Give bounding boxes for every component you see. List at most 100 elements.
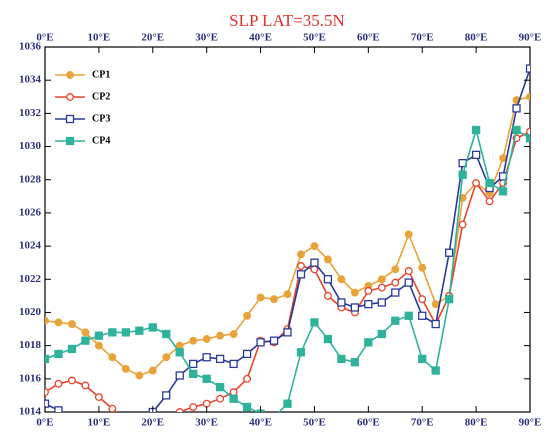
marker [189, 336, 198, 345]
marker [54, 349, 63, 359]
marker [350, 303, 360, 312]
x-tick-label: 40°E [249, 417, 272, 429]
y-tick-label: 1036 [19, 41, 42, 53]
marker [458, 220, 467, 229]
x-tick-label: 0°E [36, 32, 53, 44]
marker [297, 250, 305, 259]
legend-marker [66, 93, 74, 101]
marker [121, 364, 130, 373]
marker [229, 394, 238, 403]
marker [216, 331, 225, 340]
marker [323, 291, 332, 300]
series-line [45, 130, 530, 412]
legend-marker [66, 71, 74, 79]
marker [243, 374, 252, 383]
marker [445, 248, 454, 257]
marker [418, 311, 427, 320]
marker [283, 328, 292, 337]
legend-label: CP1 [92, 69, 110, 80]
marker [202, 353, 211, 362]
legend-label: CP4 [92, 135, 110, 146]
y-tick-label: 1030 [19, 140, 42, 152]
marker [149, 429, 156, 432]
legend-marker [65, 136, 75, 146]
marker [431, 366, 440, 375]
marker [68, 415, 75, 422]
marker [391, 288, 400, 297]
chart-title: SLP LAT=35.5N [229, 11, 345, 30]
x-tick-label: 30°E [195, 32, 218, 44]
marker [108, 404, 117, 412]
marker [54, 406, 63, 412]
marker [337, 275, 346, 284]
marker [121, 328, 130, 337]
y-tick-label: 1024 [19, 240, 42, 252]
marker [81, 328, 90, 337]
marker [337, 354, 346, 364]
marker [229, 359, 238, 369]
marker [350, 288, 359, 297]
y-tick-label: 1026 [19, 206, 42, 218]
marker [215, 354, 225, 364]
marker [525, 134, 530, 143]
marker [296, 348, 306, 357]
marker [296, 270, 306, 279]
marker [404, 230, 413, 239]
marker [215, 382, 225, 392]
marker [431, 300, 440, 309]
marker [216, 394, 225, 403]
marker [269, 336, 279, 345]
marker [162, 353, 171, 362]
marker [243, 311, 252, 320]
marker [67, 376, 76, 385]
marker [404, 311, 413, 320]
marker [445, 295, 454, 304]
legend-label: CP2 [92, 91, 110, 102]
marker [377, 329, 386, 339]
y-tick-label: 1022 [19, 273, 42, 285]
x-tick-label: 60°E [357, 32, 380, 44]
y-tick-label: 1014 [19, 406, 42, 418]
x-tick-label: 70°E [411, 417, 434, 429]
marker [471, 125, 481, 135]
marker [323, 275, 333, 284]
x-tick-label: 30°E [195, 417, 218, 429]
marker [337, 298, 346, 307]
x-tick-label: 60°E [357, 417, 380, 429]
marker [45, 399, 50, 408]
marker [175, 371, 184, 380]
marker [81, 381, 90, 390]
marker [297, 262, 305, 270]
marker [94, 331, 104, 340]
legend-marker [65, 114, 75, 124]
marker [471, 150, 481, 159]
marker [418, 263, 427, 272]
x-tick-label: 80°E [465, 417, 488, 429]
marker [108, 353, 117, 362]
marker [283, 290, 292, 299]
y-tick-label: 1034 [19, 74, 42, 86]
marker [45, 388, 49, 397]
marker [202, 335, 211, 343]
marker [391, 316, 400, 325]
marker [67, 320, 76, 329]
marker [404, 278, 413, 287]
marker [45, 316, 49, 325]
marker [310, 242, 319, 251]
marker [377, 275, 386, 284]
marker [94, 341, 103, 350]
marker [162, 329, 171, 339]
x-tick-label: 20°E [141, 32, 164, 44]
marker [54, 379, 63, 388]
marker [512, 104, 521, 113]
marker [526, 92, 530, 101]
marker [122, 423, 129, 430]
x-tick-label: 10°E [88, 417, 111, 429]
marker [242, 349, 252, 359]
marker [498, 187, 508, 196]
y-tick-label: 1018 [19, 339, 42, 351]
marker [45, 354, 50, 364]
marker [525, 64, 530, 73]
marker [54, 318, 63, 327]
x-tick-label: 90°E [519, 32, 542, 44]
